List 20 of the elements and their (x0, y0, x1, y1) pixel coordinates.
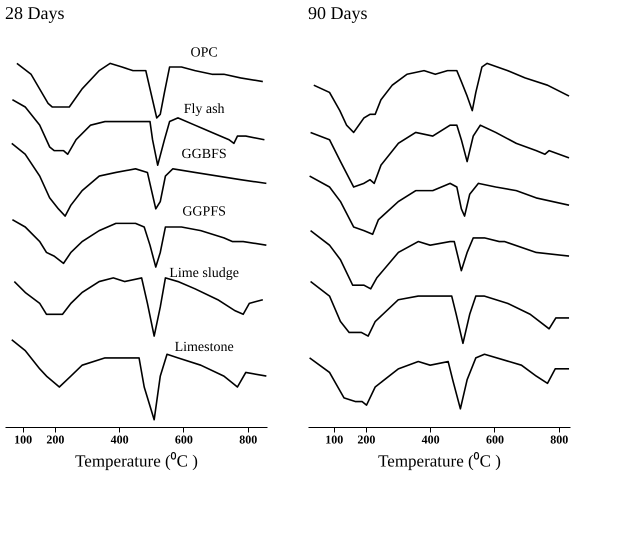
x-axis-title: Temperature (⁰C ) (378, 452, 501, 470)
x-tick-label: 800 (239, 432, 258, 446)
chart-title: 90 Days (308, 3, 368, 23)
x-tick-label: 800 (550, 432, 568, 446)
x-tick-label: 400 (110, 432, 129, 446)
series-label: Lime sludge (169, 266, 239, 282)
x-axis-title: Temperature (⁰C ) (75, 452, 198, 470)
series-label: OPC (190, 46, 218, 61)
chart-title: 28 Days (5, 3, 64, 23)
x-tick-label: 600 (174, 432, 193, 446)
x-tick-label: 100 (325, 432, 344, 446)
x-tick-label: 400 (422, 432, 440, 446)
series-label: GGBFS (182, 146, 227, 162)
x-tick-label: 600 (486, 432, 504, 446)
series-label: Fly ash (184, 102, 225, 118)
x-tick-label: 100 (14, 432, 32, 446)
series-label: Limestone (174, 340, 234, 355)
x-tick-label: 200 (46, 432, 64, 446)
x-tick-label: 200 (357, 432, 376, 446)
series-label: GGPFS (182, 204, 226, 220)
